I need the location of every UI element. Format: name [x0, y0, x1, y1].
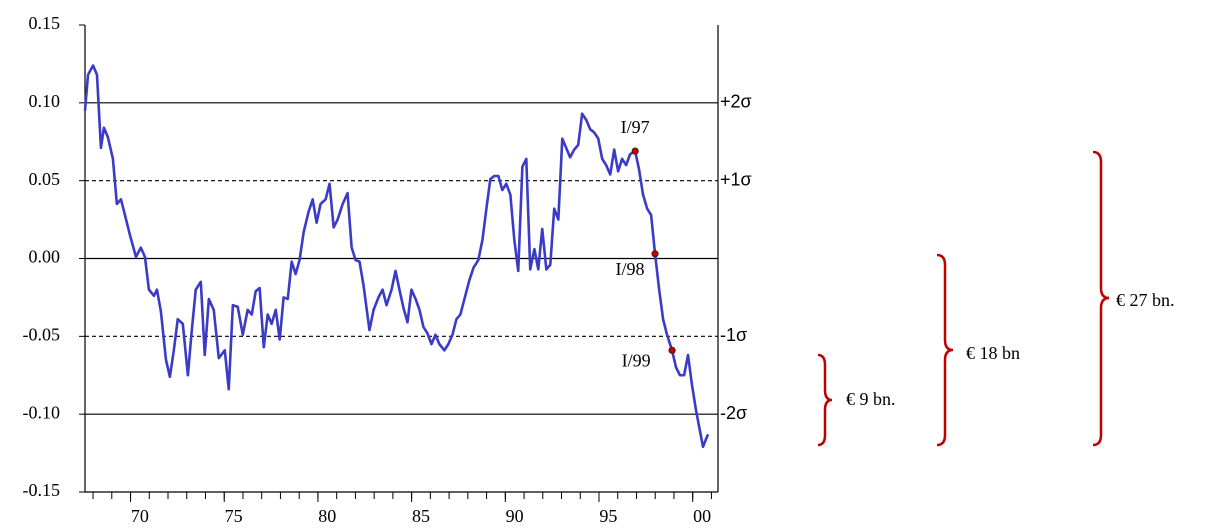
y-tick-label: -0.05	[23, 324, 61, 344]
y-tick-label: 0.10	[29, 91, 61, 111]
point-label: I/97	[621, 117, 650, 137]
bracket-label: € 27 bn.	[1116, 290, 1175, 310]
sigma-label: -1σ	[720, 325, 747, 345]
x-tick-label: 80	[318, 506, 336, 526]
x-tick-label: 00	[693, 506, 711, 526]
y-tick-label: -0.10	[23, 402, 61, 422]
y-tick-label: -0.15	[23, 480, 61, 500]
x-tick-label: 85	[412, 506, 430, 526]
point-marker	[668, 346, 676, 354]
y-tick-label: 0.15	[29, 13, 61, 33]
sigma-label: +2σ	[720, 92, 752, 112]
brackets	[817, 150, 1110, 447]
x-tick-label: 75	[225, 506, 243, 526]
data-line	[83, 64, 710, 449]
point-marker	[651, 250, 659, 258]
sigma-label: +1σ	[720, 169, 752, 189]
sigma-label: -2σ	[720, 403, 747, 423]
x-tick-label: 95	[599, 506, 617, 526]
bracket	[936, 253, 954, 447]
y-tick-label: 0.00	[29, 247, 61, 267]
bracket-label: € 18 bn	[966, 343, 1020, 363]
x-tick-label: 90	[506, 506, 524, 526]
point-label: I/98	[616, 259, 645, 279]
bracket	[817, 353, 833, 447]
bracket-label: € 9 bn.	[846, 389, 896, 409]
y-tick-label: 0.05	[29, 169, 61, 189]
point-label: I/99	[622, 350, 651, 370]
point-marker	[631, 147, 639, 155]
x-tick-label: 70	[131, 506, 149, 526]
bracket	[1092, 150, 1110, 447]
